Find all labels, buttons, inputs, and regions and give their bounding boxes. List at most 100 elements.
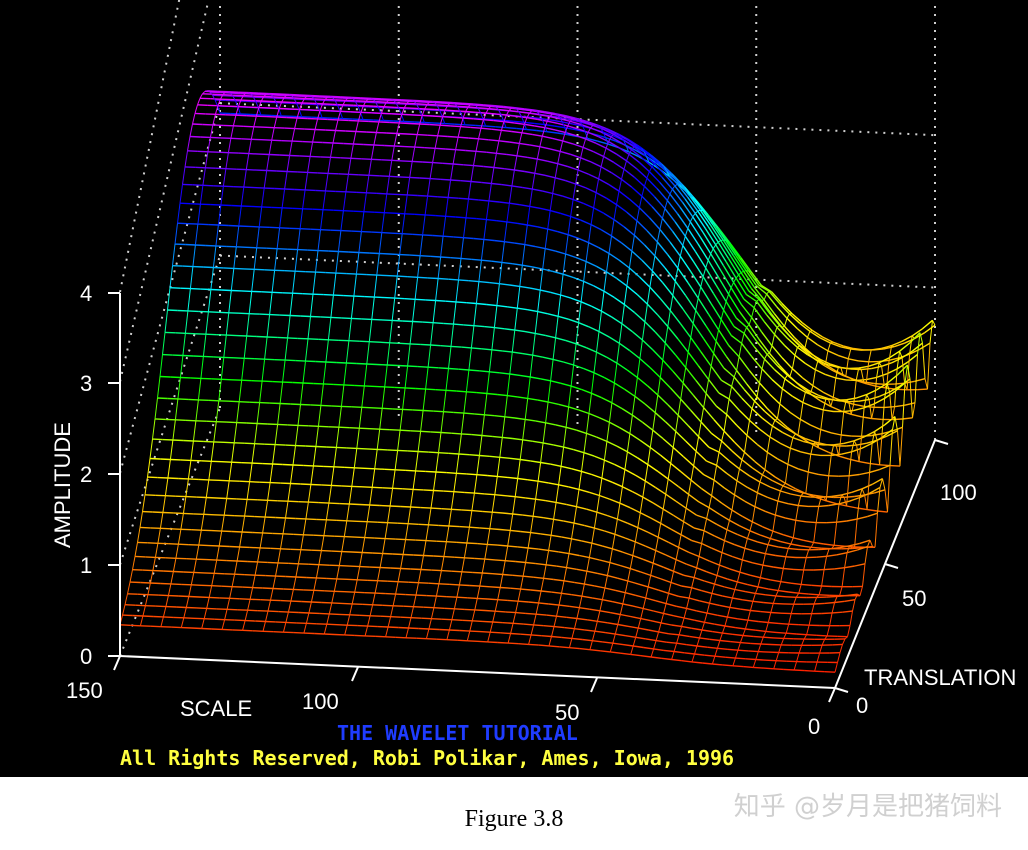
- surface-mesh-line: [482, 510, 493, 513]
- surface-mesh-line: [428, 628, 440, 631]
- surface-mesh-line: [145, 556, 156, 559]
- surface-mesh-line: [369, 487, 373, 506]
- surface-mesh-line: [361, 385, 365, 408]
- surface-mesh-line: [896, 351, 901, 369]
- surface-mesh-line: [556, 132, 568, 136]
- surface-mesh-line: [656, 161, 668, 174]
- surface-mesh-line: [315, 445, 327, 448]
- surface-mesh-line: [433, 595, 437, 608]
- surface-mesh-line: [347, 158, 352, 175]
- surface-mesh-line: [834, 600, 845, 604]
- surface-mesh-line: [572, 123, 583, 127]
- surface-mesh-line: [646, 152, 658, 163]
- surface-mesh-line: [288, 94, 292, 97]
- surface-mesh-line: [435, 452, 439, 473]
- surface-mesh-line: [351, 467, 355, 487]
- surface-mesh-line: [773, 668, 784, 671]
- surface-mesh-line: [246, 335, 257, 338]
- surface-mesh-line: [438, 583, 450, 585]
- surface-mesh-line: [409, 122, 420, 125]
- surface-mesh-line: [466, 473, 477, 476]
- surface-mesh-line: [514, 122, 525, 125]
- surface-mesh-line: [514, 329, 526, 333]
- surface-mesh-line: [440, 556, 445, 571]
- surface-mesh-line: [218, 379, 222, 401]
- surface-mesh-line: [803, 634, 808, 640]
- surface-mesh-line: [280, 533, 284, 549]
- surface-mesh-line: [854, 519, 858, 547]
- surface-mesh-line: [249, 481, 260, 483]
- surface-mesh-line: [238, 380, 243, 402]
- surface-mesh-line: [501, 261, 513, 265]
- surface-mesh-line: [434, 102, 438, 107]
- surface-mesh-line: [912, 402, 916, 418]
- surface-mesh-line: [887, 465, 891, 513]
- surface-mesh-line: [732, 597, 743, 601]
- surface-mesh-line: [594, 621, 598, 632]
- surface-mesh-line: [497, 475, 508, 479]
- surface-mesh-line: [139, 526, 151, 529]
- surface-mesh-line: [537, 226, 548, 230]
- surface-mesh-line: [623, 285, 628, 305]
- surface-mesh-line: [442, 162, 454, 165]
- surface-mesh-line: [763, 667, 774, 670]
- surface-mesh-line: [343, 294, 354, 297]
- surface-mesh-line: [632, 637, 637, 647]
- surface-mesh-line: [240, 187, 245, 207]
- surface-mesh-line: [550, 534, 562, 538]
- surface-mesh-line: [785, 517, 796, 521]
- surface-mesh-line: [639, 358, 651, 369]
- surface-mesh-line: [508, 107, 512, 111]
- surface-mesh-line: [229, 586, 233, 599]
- surface-mesh-line: [435, 214, 446, 217]
- surface-mesh-line: [733, 370, 738, 378]
- surface-mesh-line: [450, 102, 453, 104]
- surface-mesh-line: [807, 354, 819, 362]
- surface-mesh-line: [154, 543, 159, 558]
- surface-mesh-line: [542, 442, 554, 446]
- surface-mesh-line: [702, 662, 713, 665]
- surface-mesh-line: [285, 501, 289, 519]
- surface-mesh-line: [660, 613, 665, 624]
- surface-mesh-line: [755, 285, 768, 295]
- surface-mesh-line: [605, 197, 617, 206]
- surface-mesh-line: [305, 502, 309, 519]
- z-tick-label: 3: [80, 371, 92, 396]
- surface-mesh-line: [668, 633, 680, 636]
- surface-mesh-line: [475, 138, 479, 152]
- surface-mesh-line: [414, 277, 419, 300]
- surface-mesh-line: [261, 188, 265, 207]
- surface-mesh-line: [420, 555, 424, 570]
- surface-mesh-line: [419, 234, 424, 256]
- surface-mesh-line: [504, 495, 516, 498]
- surface-mesh-line: [713, 465, 718, 481]
- surface-mesh-line: [536, 146, 541, 160]
- surface-mesh-line: [897, 430, 901, 467]
- surface-mesh-line: [518, 132, 523, 144]
- surface-mesh-line: [718, 440, 723, 453]
- surface-mesh-line: [140, 581, 151, 584]
- surface-mesh-line: [669, 193, 681, 208]
- surface-mesh-line: [781, 357, 793, 370]
- surface-mesh-line: [187, 310, 199, 313]
- surface-mesh-line: [473, 325, 485, 328]
- surface-mesh-line: [660, 622, 672, 626]
- surface-mesh-line: [716, 640, 721, 649]
- surface-mesh-line: [676, 183, 689, 198]
- surface-mesh-line: [821, 569, 825, 587]
- surface-mesh-line: [737, 642, 741, 651]
- surface-mesh-line: [479, 572, 483, 587]
- surface-mesh-line: [797, 345, 801, 348]
- surface-mesh-line: [266, 101, 277, 104]
- surface-mesh-line: [361, 537, 366, 553]
- surface-mesh-line: [548, 603, 560, 606]
- surface-mesh-line: [458, 571, 463, 585]
- surface-mesh-line: [683, 574, 695, 579]
- surface-mesh-line: [753, 346, 766, 360]
- surface-mesh-line: [772, 530, 784, 536]
- surface-mesh-line: [575, 343, 587, 349]
- surface-mesh-line: [752, 562, 764, 566]
- surface-mesh-line: [609, 611, 621, 616]
- surface-mesh-line: [299, 155, 311, 158]
- surface-mesh-line: [768, 290, 780, 304]
